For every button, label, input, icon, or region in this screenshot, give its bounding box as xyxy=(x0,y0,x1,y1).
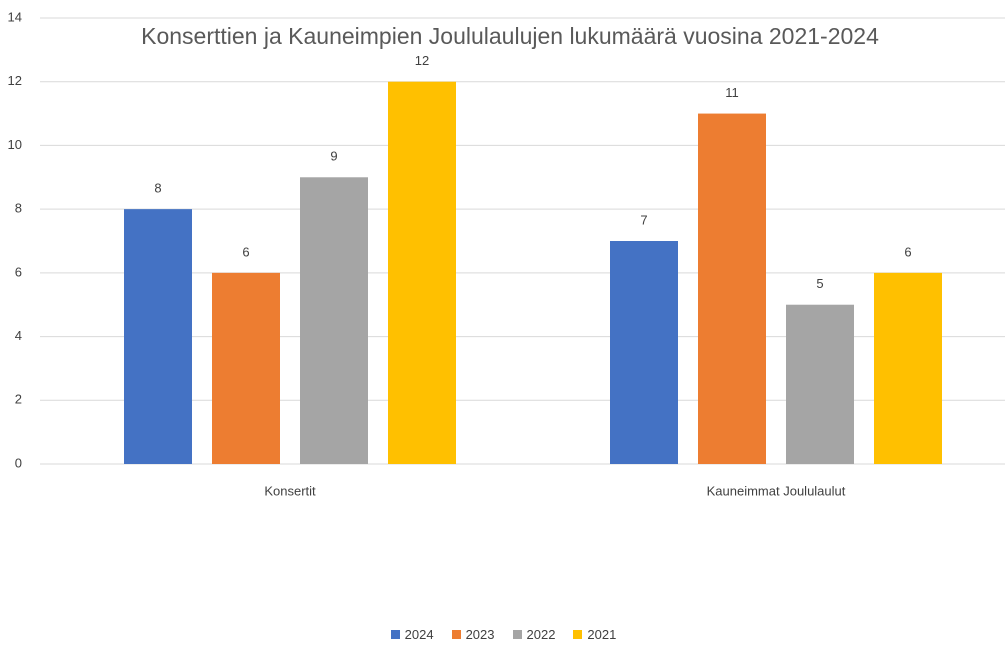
legend-swatch xyxy=(451,630,461,639)
bar xyxy=(786,304,854,464)
y-tick-label: 10 xyxy=(8,137,22,152)
bar xyxy=(874,272,942,464)
data-label: 6 xyxy=(904,244,911,259)
legend-item: 2022 xyxy=(512,627,556,642)
legend-swatch xyxy=(512,630,522,639)
legend-item: 2023 xyxy=(451,627,495,642)
y-tick-label: 14 xyxy=(8,9,22,24)
y-tick-label: 2 xyxy=(15,392,22,407)
x-tick-label: Konsertit xyxy=(264,483,316,498)
bar xyxy=(698,113,766,465)
chart-title: Konserttien ja Kauneimpien Joululaulujen… xyxy=(141,23,879,49)
bar xyxy=(300,177,368,465)
data-label: 6 xyxy=(242,244,249,259)
data-label: 7 xyxy=(640,212,647,227)
bar xyxy=(124,209,192,464)
y-tick-label: 8 xyxy=(15,201,22,216)
legend-label: 2024 xyxy=(404,627,434,642)
data-label: 5 xyxy=(816,276,823,291)
data-label: 9 xyxy=(330,149,337,164)
legend-item: 2024 xyxy=(390,627,434,642)
data-label: 12 xyxy=(415,53,429,68)
legend: 2024 2023 2022 2021 xyxy=(0,627,1007,642)
legend-item: 2021 xyxy=(573,627,616,642)
data-label: 8 xyxy=(154,181,161,196)
data-label: 11 xyxy=(725,85,739,100)
legend-swatch xyxy=(390,630,400,639)
legend-label: 2021 xyxy=(587,627,617,642)
legend-label: 2023 xyxy=(465,627,495,642)
legend-label: 2022 xyxy=(526,627,556,642)
y-tick-label: 4 xyxy=(15,328,22,343)
bar xyxy=(212,272,280,464)
y-tick-label: 6 xyxy=(15,264,22,279)
y-tick-label: 0 xyxy=(15,455,22,470)
legend-swatch xyxy=(573,630,583,639)
bar xyxy=(610,241,678,464)
y-tick-label: 12 xyxy=(8,73,22,88)
x-tick-label: Kauneimmat Joululaulut xyxy=(707,483,846,498)
bar xyxy=(388,81,456,464)
